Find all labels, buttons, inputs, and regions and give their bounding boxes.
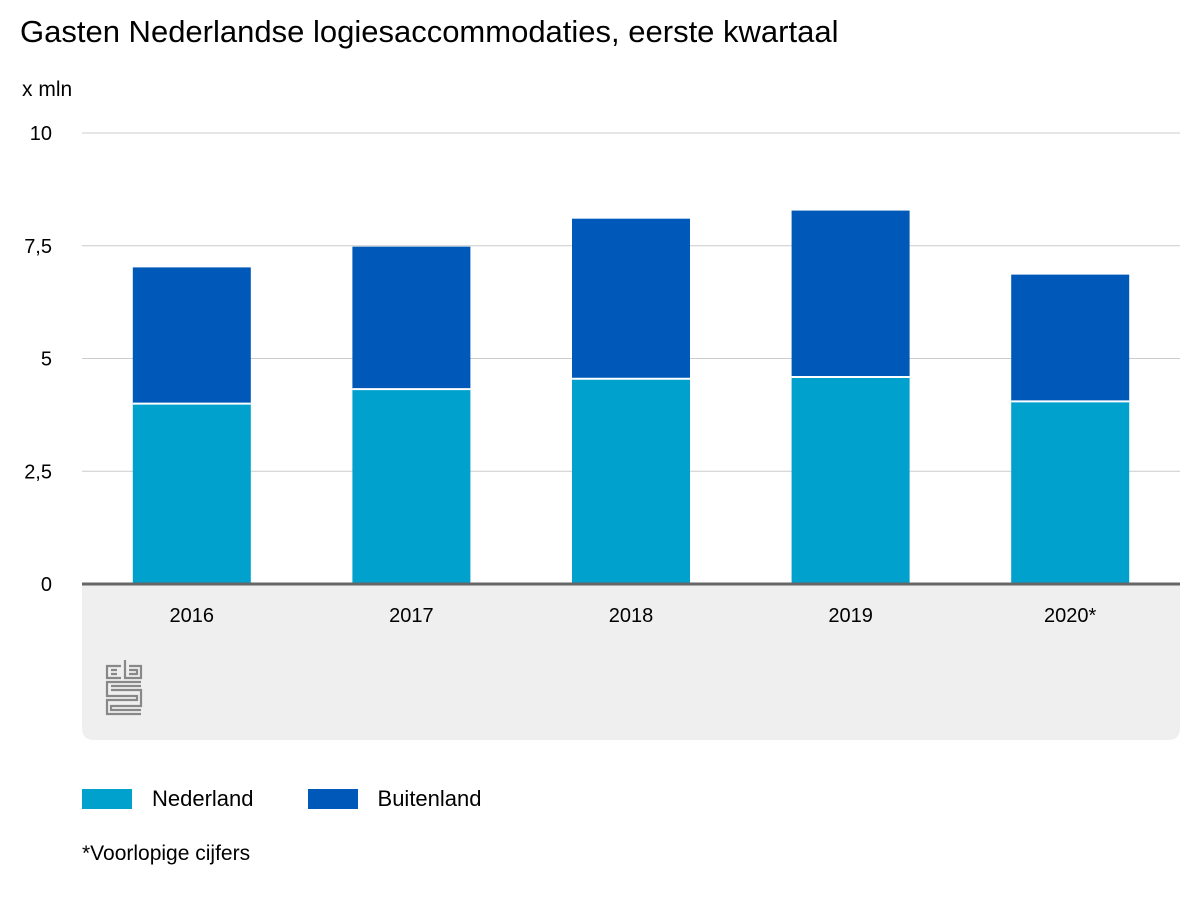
y-tick-label: 2,5	[24, 461, 52, 483]
logo-b-inner	[129, 668, 139, 676]
bar-nederland-2020	[1011, 401, 1130, 584]
logo-s	[105, 680, 141, 716]
legend-swatch-buitenland	[307, 789, 358, 809]
bar-nederland-2018	[572, 378, 690, 584]
legend-label-buitenland: Buitenland	[377, 786, 482, 811]
bars	[132, 210, 1130, 584]
legend-item-buitenland: Buitenland	[307, 786, 482, 812]
bar-buitenland-2016	[132, 267, 251, 404]
logo-c-inner	[111, 668, 117, 676]
chart-footer-panel	[82, 584, 1180, 740]
x-tick-label: 2019	[828, 605, 873, 627]
x-tick-label: 2016	[170, 605, 215, 627]
logo-b	[123, 660, 143, 680]
y-tick-label: 7,5	[24, 236, 52, 258]
cbs-logo-mark	[105, 660, 143, 716]
y-tick-label: 10	[30, 123, 52, 145]
x-tick-label: 2018	[609, 605, 654, 627]
bar-nederland-2019	[791, 376, 910, 584]
bar-nederland-2016	[132, 403, 251, 584]
legend-label-nederland: Nederland	[152, 786, 254, 811]
y-tick-label: 0	[41, 574, 52, 596]
footnote: *Voorlopige cijfers	[82, 842, 251, 865]
x-tick-label: 2020*	[1044, 605, 1096, 627]
logo-c	[105, 664, 121, 680]
x-axis-ticks: 2016 2017 2018 2019 2020*	[170, 605, 1097, 627]
bar-buitenland-2018	[572, 218, 690, 379]
bar-nederland-2017	[352, 389, 471, 584]
bar-buitenland-2017	[352, 246, 471, 390]
chart-title: Gasten Nederlandse logiesaccommodaties, …	[20, 14, 839, 49]
legend: Nederland Buitenland	[82, 786, 536, 812]
x-tick-label: 2017	[389, 605, 434, 627]
bar-buitenland-2020	[1011, 274, 1130, 402]
bar-buitenland-2019	[791, 210, 910, 377]
logo-s-inner	[109, 684, 143, 712]
y-axis-unit-label: x mln	[22, 78, 73, 101]
footer-panel-background	[82, 584, 1180, 740]
legend-swatch-nederland	[82, 789, 132, 809]
cbs-logo-icon	[105, 660, 143, 716]
legend-item-nederland: Nederland	[82, 786, 254, 812]
y-tick-label: 5	[41, 349, 52, 371]
y-axis-ticks: 0 2,5 5 7,5 10	[24, 123, 52, 596]
